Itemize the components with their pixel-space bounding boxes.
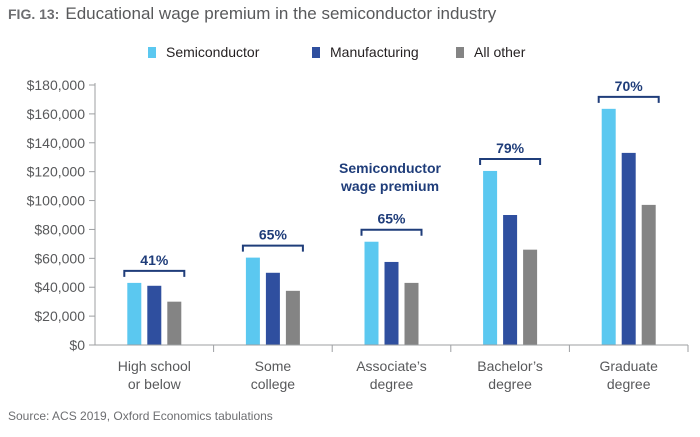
- bar-semiconductor: [483, 170, 498, 345]
- premium-label: 79%: [496, 140, 525, 156]
- figure-title-text: Educational wage premium in the semicond…: [65, 4, 497, 23]
- annotation-line-2: wage premium: [340, 178, 439, 194]
- y-tick-label: $20,000: [34, 308, 85, 324]
- y-tick-label: $100,000: [27, 193, 86, 209]
- y-axis: $0 $20,000 $40,000 $60,000 $80,000 $100,000 $1…: [27, 77, 96, 353]
- x-category-label: Bachelor’s: [477, 358, 543, 374]
- x-category-label: degree: [607, 376, 651, 392]
- x-category-label: Some: [255, 358, 292, 374]
- premium-bracket: [360, 228, 423, 236]
- x-category-label: or below: [128, 376, 182, 392]
- premium-bracket: [597, 95, 660, 103]
- bar-manufacturing: [265, 272, 280, 345]
- y-tick-label: $60,000: [34, 250, 85, 266]
- premium-bracket: [479, 157, 542, 165]
- legend-swatch: [456, 47, 464, 58]
- source-note: Source: ACS 2019, Oxford Economics tabul…: [8, 409, 273, 423]
- figure-label: FIG. 13:: [8, 6, 60, 22]
- bar-manufacturing: [621, 152, 636, 345]
- y-tick-label: $80,000: [34, 221, 85, 237]
- premium-label: 65%: [259, 227, 288, 243]
- legend-swatch: [312, 47, 320, 58]
- bar-all-other: [285, 290, 300, 345]
- premium-brackets: 41% 65% 65% 79% 70%: [123, 78, 660, 277]
- y-tick-label: $40,000: [34, 279, 85, 295]
- bar-all-other: [641, 204, 656, 345]
- y-tick-label: $0: [69, 337, 85, 353]
- bar-semiconductor: [601, 108, 616, 345]
- bar-manufacturing: [384, 261, 399, 345]
- y-tick-label: $120,000: [27, 164, 86, 180]
- y-tick-label: $180,000: [27, 77, 86, 93]
- legend-label: Manufacturing: [330, 44, 419, 60]
- bar-semiconductor: [364, 241, 379, 345]
- premium-label: 65%: [377, 211, 406, 227]
- bar-all-other: [404, 282, 419, 345]
- x-category-label: High school: [118, 358, 191, 374]
- premium-bracket: [123, 269, 186, 277]
- x-category-label: degree: [488, 376, 532, 392]
- legend-swatch: [148, 47, 156, 58]
- bar-manufacturing: [503, 215, 518, 345]
- x-category-label: degree: [370, 376, 414, 392]
- annotation-line-1: Semiconductor: [339, 160, 441, 176]
- premium-bracket: [241, 244, 304, 252]
- legend: Semiconductor Manufacturing All other: [148, 44, 526, 60]
- bars: [127, 108, 656, 345]
- legend-label: All other: [474, 44, 526, 60]
- x-category-label: Graduate: [600, 358, 659, 374]
- bar-all-other: [523, 249, 538, 345]
- y-tick-label: $140,000: [27, 135, 86, 151]
- bar-manufacturing: [147, 285, 162, 345]
- legend-label: Semiconductor: [166, 44, 260, 60]
- y-tick-label: $160,000: [27, 106, 86, 122]
- premium-label: 70%: [615, 78, 644, 94]
- bar-semiconductor: [245, 257, 260, 345]
- premium-label: 41%: [140, 252, 169, 268]
- chart-title: FIG. 13: Educational wage premium in the …: [8, 4, 496, 24]
- bar-semiconductor: [127, 282, 142, 345]
- x-category-label: college: [251, 376, 296, 392]
- x-axis: High school or below Some college Associate’…: [95, 344, 689, 392]
- x-category-label: Associate’s: [356, 358, 427, 374]
- bar-all-other: [167, 301, 182, 345]
